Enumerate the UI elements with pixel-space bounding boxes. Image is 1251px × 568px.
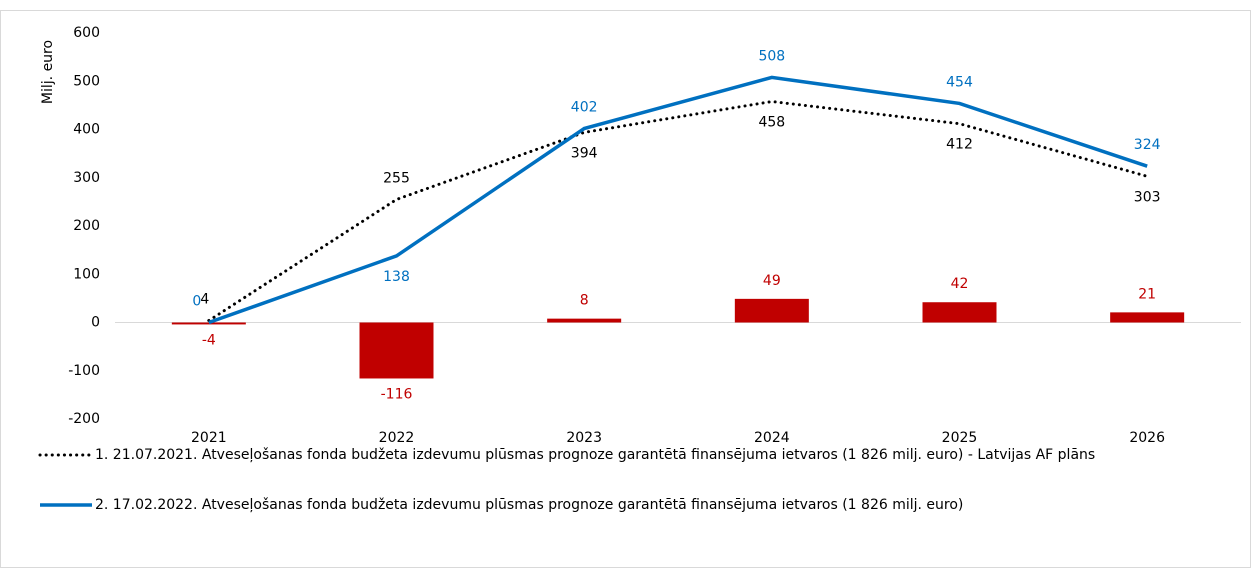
y-tick-label: 300 xyxy=(73,170,100,186)
legend-entry: 2. 17.02.2022. Atveseļošanas fonda budže… xyxy=(95,497,964,513)
y-tick-label: -100 xyxy=(68,363,100,379)
data-label: 303 xyxy=(1134,189,1161,205)
x-tick-label: 2024 xyxy=(754,430,790,446)
data-label: 0 xyxy=(192,294,201,310)
data-label: 49 xyxy=(763,273,781,289)
y-tick-label: 500 xyxy=(73,73,100,89)
y-tick-label: 0 xyxy=(91,315,100,331)
bar xyxy=(1110,312,1185,323)
data-label: -4 xyxy=(202,332,216,348)
bar xyxy=(734,298,809,323)
bar xyxy=(359,322,434,379)
line xyxy=(208,75,1148,325)
y-tick-label: 200 xyxy=(73,218,100,234)
data-label: 454 xyxy=(946,74,973,90)
x-tick-label: 2021 xyxy=(191,430,227,446)
data-label: 324 xyxy=(1134,137,1161,153)
chart-border xyxy=(0,10,1251,568)
data-label: 458 xyxy=(758,115,785,131)
data-label: 21 xyxy=(1138,286,1156,302)
data-label: 402 xyxy=(571,100,598,116)
bar xyxy=(547,318,622,323)
data-label: 394 xyxy=(571,145,598,161)
data-label: 412 xyxy=(946,137,973,153)
bar xyxy=(922,302,997,323)
y-tick-label: 100 xyxy=(73,266,100,282)
x-tick-label: 2022 xyxy=(379,430,415,446)
bar xyxy=(171,322,246,325)
data-label: 508 xyxy=(758,48,785,64)
y-tick-label: 600 xyxy=(73,25,100,41)
data-label: 42 xyxy=(951,276,969,292)
data-label: 8 xyxy=(580,293,589,309)
y-tick-label: 400 xyxy=(73,122,100,138)
legend-entry: 1. 21.07.2021. Atveseļošanas fonda budže… xyxy=(95,447,1096,463)
y-axis-label: Milj. euro xyxy=(40,40,56,104)
data-label: 255 xyxy=(383,170,410,186)
line xyxy=(207,100,1149,323)
y-tick-label: -200 xyxy=(68,411,100,427)
x-tick-label: 2023 xyxy=(566,430,602,446)
data-label: -116 xyxy=(381,386,413,402)
data-label: 4 xyxy=(200,292,209,308)
x-tick-label: 2026 xyxy=(1129,430,1165,446)
data-label: 138 xyxy=(383,269,410,285)
x-tick-label: 2025 xyxy=(942,430,978,446)
